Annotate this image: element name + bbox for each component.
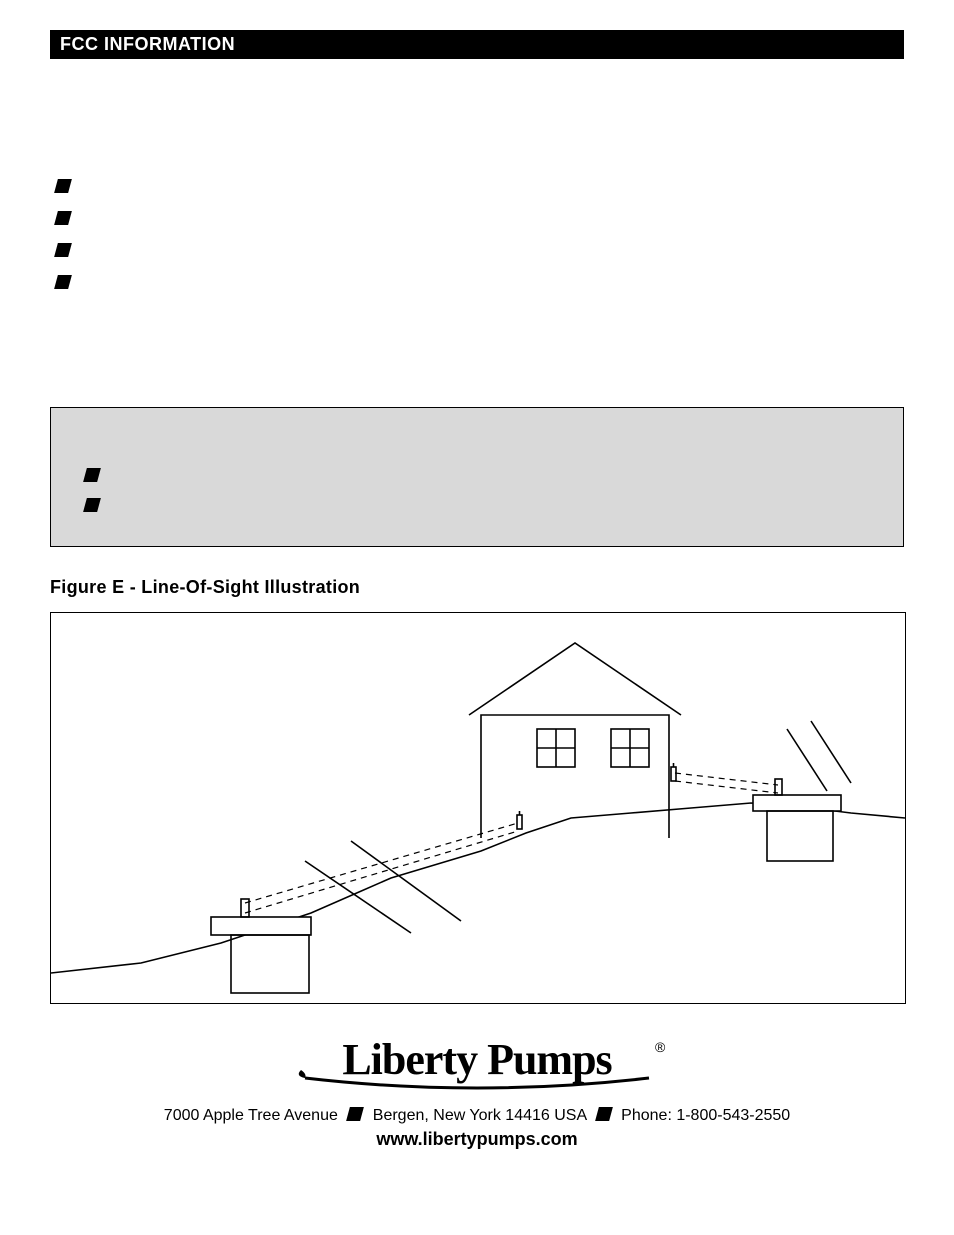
- footer-address-line: 7000 Apple Tree Avenue Bergen, New York …: [50, 1107, 904, 1125]
- bullet-icon: [54, 211, 72, 225]
- logo-swoosh-tail: [299, 1070, 306, 1078]
- address-part-2: Bergen, New York 14416 USA: [373, 1107, 586, 1124]
- header-title: FCC INFORMATION: [60, 34, 235, 54]
- spacer: [50, 59, 904, 179]
- bullet-icon: [83, 468, 101, 482]
- header-bar: FCC INFORMATION: [50, 30, 904, 59]
- address-part-1: 7000 Apple Tree Avenue: [164, 1107, 338, 1124]
- page-footer: Liberty Pumps ® 7000 Apple Tree Avenue B…: [50, 1026, 904, 1150]
- spacer: [50, 307, 904, 407]
- bullet-icon: [54, 179, 72, 193]
- line-of-sight-diagram: [51, 613, 905, 1003]
- logo-text: Liberty Pumps: [342, 1035, 612, 1084]
- figure-e-illustration: [50, 612, 906, 1004]
- bullet-list-1: [56, 179, 904, 289]
- trademark-symbol: ®: [655, 1039, 666, 1055]
- liberty-pumps-logo: Liberty Pumps ®: [287, 1026, 667, 1096]
- address-part-3: Phone: 1-800-543-2550: [621, 1107, 790, 1124]
- bullet-icon: [54, 275, 72, 289]
- brand-logo: Liberty Pumps ®: [287, 1026, 667, 1101]
- figure-title: Figure E - Line-Of-Sight Illustration: [50, 577, 904, 598]
- bullet-icon: [83, 498, 101, 512]
- footer-url: www.libertypumps.com: [50, 1129, 904, 1150]
- bullet-icon: [54, 243, 72, 257]
- separator-icon: [346, 1107, 364, 1121]
- gray-callout-box: [50, 407, 904, 547]
- separator-icon: [595, 1107, 613, 1121]
